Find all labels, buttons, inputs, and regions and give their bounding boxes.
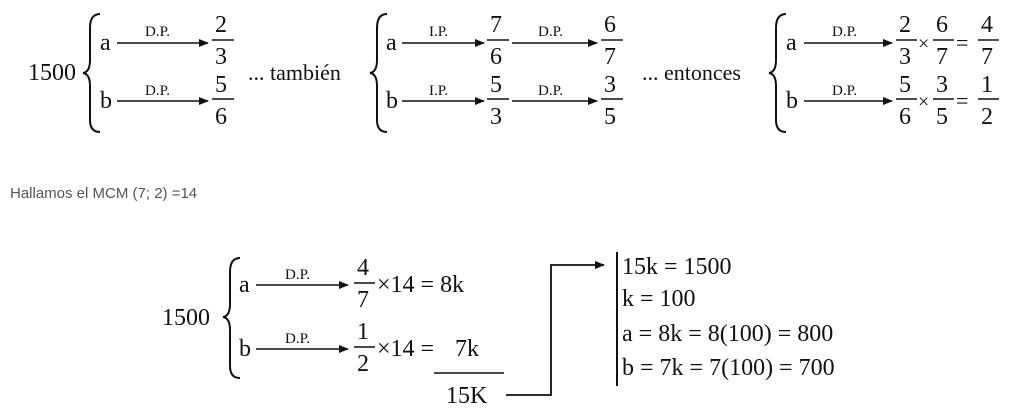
block4-b-num: 1: [357, 319, 369, 345]
block4-brace: [222, 257, 241, 379]
block2-b-den2: 5: [604, 104, 616, 130]
connector-arrow: [506, 261, 605, 396]
block4-a-num: 4: [357, 255, 369, 281]
block2-a-label2: D.P.: [538, 24, 563, 40]
block1-a-var: a: [100, 30, 111, 56]
block1-a-den: 3: [215, 44, 227, 70]
block1-total: 1500: [28, 60, 76, 86]
block4-b-den: 2: [357, 351, 369, 377]
block4-a-var: a: [239, 272, 250, 298]
block3-a-f1-den: 3: [899, 44, 911, 70]
block2-brace: [369, 13, 388, 133]
block2-a-den1: 6: [490, 44, 502, 70]
block3-ratio-result: a D.P. 2 3 × 6 7 = 4 7 b D.P. 5 6 × 3 5 …: [768, 12, 999, 133]
block4-b-var: b: [239, 336, 251, 362]
block1-a-label: D.P.: [145, 24, 170, 40]
block1-b-num: 5: [215, 72, 227, 98]
connector-tambien: ... también: [248, 60, 341, 85]
block2-b-den1: 3: [490, 104, 502, 130]
block2-b-num1: 5: [490, 72, 502, 98]
result-line-3: a = 8k = 8(100) = 800: [622, 321, 833, 347]
block3-b-f1-num: 5: [899, 72, 911, 98]
block4-b-result: 7k: [455, 336, 479, 362]
block4-b-expr: ×14 =: [377, 336, 434, 362]
block2-b-num2: 3: [604, 72, 616, 98]
block3-a-f2-den: 7: [936, 44, 948, 70]
block1-b-den: 6: [215, 104, 227, 130]
block3-a-f1-num: 2: [899, 12, 911, 38]
result-line-4: b = 7k = 7(100) = 700: [622, 355, 835, 381]
block1-b-label: D.P.: [145, 83, 170, 99]
block1-a-num: 2: [215, 12, 227, 38]
result-line-1: 15k = 1500: [622, 254, 732, 280]
block3-b-f2-den: 5: [936, 104, 948, 130]
block3-b-f2-num: 3: [936, 72, 948, 98]
block4-a-den: 7: [357, 287, 369, 313]
block3-a-r-num: 4: [981, 12, 993, 38]
block4-ratio-k: 1500 a D.P. 4 7 ×14 = 8k b D.P. 1 2 ×14 …: [162, 255, 605, 409]
block3-b-equals: =: [956, 88, 968, 113]
block2-a-var: a: [386, 30, 397, 56]
block3-a-f2-num: 6: [936, 12, 948, 38]
block3-b-f1-den: 6: [899, 104, 911, 130]
block3-b-label: D.P.: [832, 83, 857, 99]
block2-a-num1: 7: [490, 12, 502, 38]
block2-a-den2: 7: [604, 44, 616, 70]
block2-a-label1: I.P.: [429, 24, 448, 40]
block3-a-var: a: [786, 30, 797, 56]
block3-a-times: ×: [918, 33, 929, 55]
connector-entonces: ... entonces: [642, 60, 741, 85]
block3-b-times: ×: [918, 91, 929, 113]
block1-brace: [82, 13, 101, 133]
block3-b-r-den: 2: [981, 104, 993, 130]
block3-brace: [768, 13, 787, 133]
block2-ratio-setup: a I.P. 7 6 D.P. 6 7 b I.P. 5 3 D.P. 3 5: [369, 12, 623, 133]
mcm-text: Hallamos el MCM (7; 2) =14: [10, 185, 197, 202]
block3-a-label: D.P.: [832, 24, 857, 40]
block2-b-label1: I.P.: [429, 83, 448, 99]
block1-ratio-setup: 1500 a D.P. 2 3 b D.P. 5 6: [28, 12, 234, 133]
block4-total: 1500: [162, 305, 210, 331]
block3-b-var: b: [786, 88, 798, 114]
block3-a-equals: =: [956, 30, 968, 55]
block3-b-r-num: 1: [981, 72, 993, 98]
result-line-2: k = 100: [622, 286, 696, 312]
block4-b-label: D.P.: [285, 331, 310, 347]
block2-b-var: b: [386, 88, 398, 114]
block2-a-num2: 6: [604, 12, 616, 38]
results-block: 15k = 1500 k = 100 a = 8k = 8(100) = 800…: [616, 252, 835, 386]
block4-sum: 15K: [446, 383, 488, 409]
block4-a-expr: ×14 = 8k: [377, 272, 464, 298]
block3-a-r-den: 7: [981, 44, 993, 70]
block2-b-label2: D.P.: [538, 83, 563, 99]
block4-a-label: D.P.: [285, 267, 310, 283]
block1-b-var: b: [100, 88, 112, 114]
